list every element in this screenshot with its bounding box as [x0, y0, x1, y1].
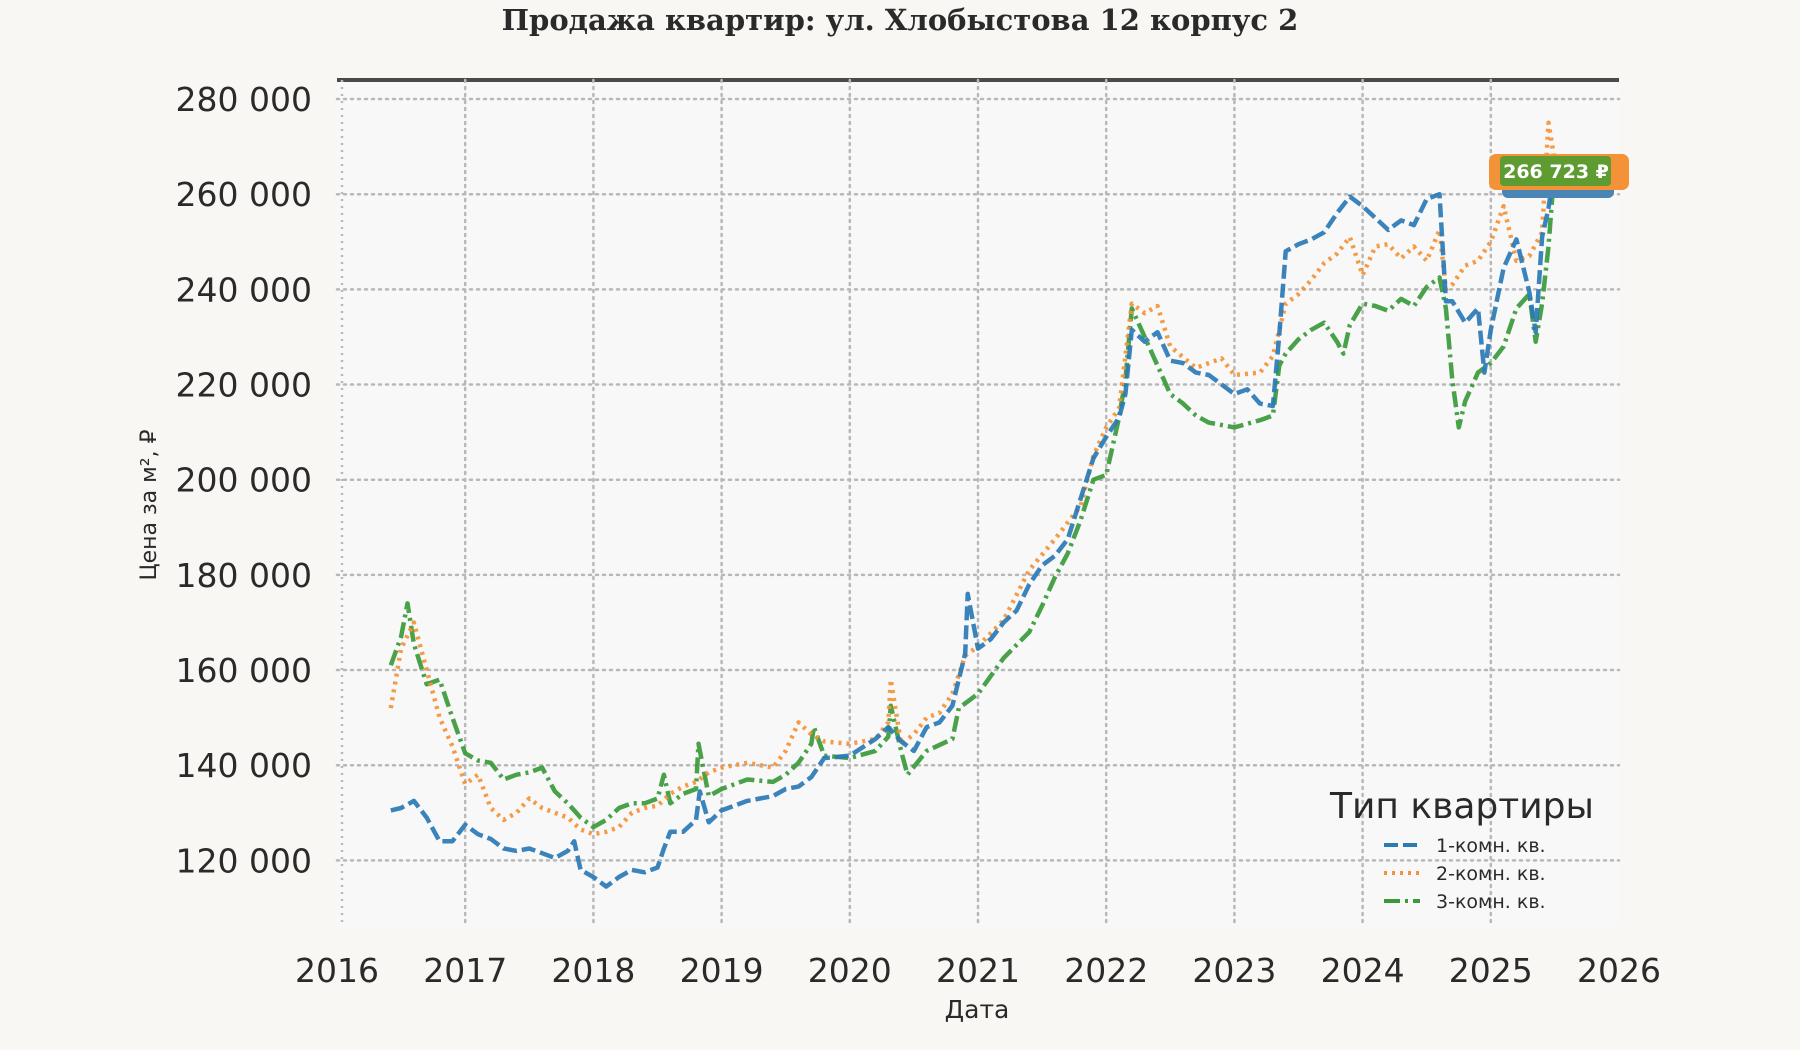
y-tick-label: 180 000	[176, 556, 312, 595]
x-tick-label: 2024	[1321, 951, 1405, 990]
x-tick-label: 2023	[1192, 951, 1276, 990]
y-tick-label: 260 000	[176, 175, 312, 214]
x-tick-label: 2017	[423, 951, 507, 990]
series-line-three-room	[388, 162, 1558, 830]
y-axis-label: Цена за м², ₽	[137, 429, 162, 580]
series-lines	[388, 120, 1558, 889]
y-tick-label: 160 000	[176, 651, 312, 690]
x-tick-label: 2016	[295, 951, 379, 990]
legend-title: Тип квартиры	[1329, 786, 1594, 827]
x-tick-label: 2026	[1577, 951, 1661, 990]
tick-labels: 2016 2017 2018 2019 2020 2021 2022 2023 2024 2025…	[176, 80, 1661, 990]
legend-label-two-room: 2-комн. кв.	[1436, 863, 1546, 885]
series-line-one-room	[390, 161, 1558, 889]
end-value-badge: 266 723 ₽	[1489, 154, 1629, 198]
end-badge-three-room	[1500, 156, 1611, 186]
legend-label-one-room: 1-комн. кв.	[1436, 835, 1546, 857]
x-tick-label: 2025	[1449, 951, 1533, 990]
y-tick-label: 200 000	[176, 461, 312, 500]
x-axis-label: Дата	[945, 995, 1010, 1024]
y-tick-label: 280 000	[176, 80, 312, 119]
chart-title: Продажа квартир: ул. Хлобыстова 12 корпу…	[502, 3, 1299, 37]
y-tick-label: 220 000	[176, 366, 312, 405]
y-tick-label: 140 000	[176, 746, 312, 785]
legend: Тип квартиры 1-комн. кв. 2-комн. кв. 3-к…	[1329, 786, 1594, 913]
x-tick-label: 2019	[680, 951, 764, 990]
legend-label-three-room: 3-комн. кв.	[1436, 891, 1546, 913]
end-value-label: 266 723 ₽	[1503, 161, 1609, 183]
grid	[335, 78, 1621, 929]
x-tick-label: 2022	[1064, 951, 1148, 990]
series-line-two-room	[388, 120, 1558, 837]
y-tick-label: 240 000	[176, 270, 312, 309]
x-tick-label: 2021	[936, 951, 1020, 990]
x-tick-label: 2018	[551, 951, 635, 990]
x-tick-label: 2020	[808, 951, 892, 990]
y-tick-label: 120 000	[176, 841, 312, 880]
